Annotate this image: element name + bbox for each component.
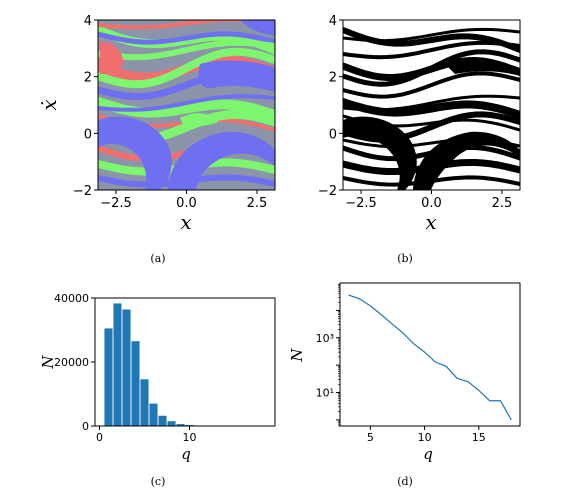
bar	[113, 303, 122, 426]
x-tick-label: 2.5	[247, 196, 268, 211]
caption-b: (b)	[397, 252, 413, 265]
panel-a: −2.5 0.0 2.5 −2 0 2 4 x ẋ (a)	[37, 14, 276, 265]
y-tick-label: 40000	[54, 292, 89, 305]
x-axis-label-b: x	[425, 210, 436, 234]
y-tick-label: 4	[84, 14, 92, 29]
basin-band	[98, 31, 275, 45]
x-tick-label: 15	[472, 431, 486, 444]
y-axis-label-c: N	[39, 355, 57, 370]
bar	[104, 328, 113, 426]
boundary-lobe	[343, 116, 417, 190]
y-tick-label: −2	[73, 184, 92, 199]
boundary-lobe	[413, 131, 520, 190]
x-ticks-a: −2.5 0.0 2.5	[100, 190, 267, 211]
caption-c: (c)	[151, 475, 166, 488]
boundary-band	[343, 71, 520, 99]
basin-band	[98, 94, 275, 112]
y-tick-label: 0	[82, 420, 89, 433]
bar	[167, 421, 176, 426]
x-tick-label: 0	[96, 431, 103, 444]
x-tick-label: 5	[367, 431, 374, 444]
x-ticks-d: 5 10 15	[367, 426, 486, 444]
y-tick-label: 0	[329, 127, 337, 142]
y-ticks-d: 10¹ 10³	[316, 283, 340, 427]
y-tick-label: 20000	[54, 356, 89, 369]
y-tick-label: 4	[329, 14, 337, 29]
bars-c	[104, 303, 266, 426]
x-ticks-b: −2.5 0.0 2.5	[345, 190, 512, 211]
bar	[131, 341, 140, 426]
x-axis-label-a: x	[180, 210, 191, 234]
bar	[176, 424, 185, 426]
y-axis-label-d: N	[288, 348, 306, 363]
basin-band	[98, 20, 275, 30]
panel-c: 0 10 0 20000 40000 q N (c)	[39, 292, 276, 488]
x-ticks-c: 0 10	[96, 426, 197, 444]
boundary-lobe	[445, 60, 520, 76]
basin-lobe	[168, 131, 275, 190]
axes-frame-d	[339, 282, 521, 427]
basin-band	[98, 47, 275, 89]
bar	[158, 415, 167, 426]
y-tick-label: 0	[84, 127, 92, 142]
x-tick-label: −2.5	[100, 196, 132, 211]
y-tick-label: 2	[329, 71, 337, 86]
x-tick-label: 0.0	[421, 196, 442, 211]
y-ticks-c: 0 20000 40000	[54, 292, 95, 433]
axes-frame-c	[94, 297, 276, 427]
y-tick-label: 2	[84, 71, 92, 86]
panel-b: −2.5 0.0 2.5 −2 0 2 4 x (b)	[318, 14, 521, 265]
x-tick-label: 10	[183, 431, 197, 444]
basin-band	[98, 39, 275, 61]
y-axis-label-a: ẋ	[37, 99, 61, 110]
basin-map-a	[98, 20, 275, 190]
basin-lobe	[240, 20, 275, 36]
basin-lobe	[100, 41, 124, 74]
basin-lobe	[98, 116, 172, 190]
y-tick-label: −2	[318, 184, 337, 199]
series-line	[348, 294, 512, 421]
boundary-band	[343, 40, 520, 60]
x-tick-label: 10	[418, 431, 432, 444]
panel-d: 5 10 15 10¹ 10³ q N (d)	[288, 282, 521, 488]
bar	[122, 309, 131, 426]
caption-a: (a)	[150, 252, 165, 265]
basin-lobe	[198, 60, 275, 92]
x-axis-label-c: q	[181, 445, 191, 463]
boundary-band	[343, 49, 520, 87]
y-ticks-a: −2 0 2 4	[73, 14, 98, 199]
x-tick-label: 2.5	[492, 196, 513, 211]
bar	[140, 379, 149, 426]
y-tick-label: 10¹	[316, 387, 334, 400]
boundary-band	[343, 94, 520, 112]
caption-d: (d)	[397, 475, 413, 488]
x-tick-label: −2.5	[345, 196, 377, 211]
series-line-d	[348, 294, 512, 421]
boundary-band	[343, 27, 520, 43]
basin-boundary-map-b	[343, 20, 520, 190]
x-tick-label: 0.0	[176, 196, 197, 211]
x-axis-label-d: q	[423, 445, 433, 463]
basin-lobe	[180, 113, 218, 130]
y-tick-label: 10³	[316, 332, 334, 345]
bar	[149, 403, 158, 426]
y-ticks-b: −2 0 2 4	[318, 14, 343, 199]
